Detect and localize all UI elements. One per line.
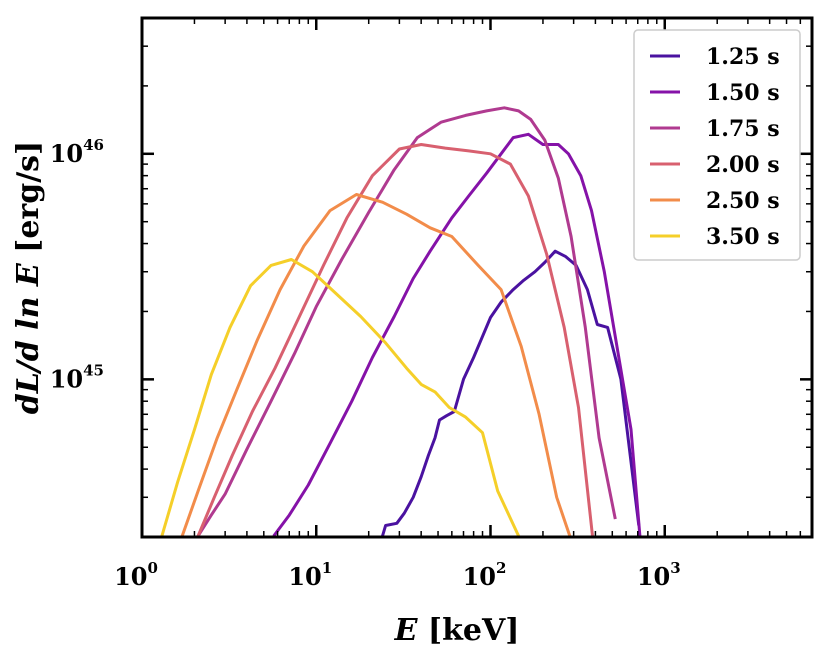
legend: 1.25 s 1.50 s 1.75 s 2.00 s 2.50 s 3.50 s — [633, 29, 801, 261]
legend-label: 1.25 s — [706, 44, 780, 70]
legend-label: 2.00 s — [706, 152, 780, 178]
series-line-3-50-s — [160, 258, 520, 537]
x-tick-label-exponent: 0 — [147, 559, 157, 577]
x-tick-label-exponent: 1 — [322, 559, 332, 577]
legend-label: 1.50 s — [706, 80, 780, 106]
y-axis-title: dL/d ln E [erg/s] — [11, 141, 46, 415]
x-axis-title: E [keV] — [394, 613, 520, 648]
x-tick-label-exponent: 3 — [670, 559, 680, 577]
x-axis-title-var: E — [394, 613, 419, 648]
series-line-1-75-s — [196, 106, 617, 537]
series-line-1-50-s — [272, 132, 642, 537]
y-tick-label-exponent: 45 — [83, 361, 104, 379]
series-line-1-25-s — [381, 249, 641, 537]
y-tick-label: 1045 — [50, 361, 104, 393]
x-axis-title-unit: [keV] — [417, 613, 519, 648]
series-layer — [160, 106, 642, 537]
y-tick-label-exponent: 46 — [83, 136, 104, 154]
x-tick-label-exponent: 2 — [496, 559, 506, 577]
plot-frame — [140, 16, 814, 539]
legend-label: 1.75 s — [706, 116, 780, 142]
x-tick-label: 101 — [288, 559, 332, 591]
x-tick-label: 103 — [637, 559, 681, 591]
legend-label: 2.50 s — [706, 188, 780, 214]
legend-label: 3.50 s — [706, 224, 780, 250]
series-line-2-00-s — [196, 143, 594, 537]
y-tick-label: 1046 — [50, 136, 104, 168]
legend-box — [633, 29, 801, 261]
y-axis-title-math: dL/d ln E — [11, 262, 46, 414]
series-line-2-50-s — [180, 193, 572, 537]
x-tick-label: 102 — [463, 559, 507, 591]
y-axis-title-unit: [erg/s] — [11, 141, 46, 264]
x-tick-label: 100 — [114, 559, 158, 591]
